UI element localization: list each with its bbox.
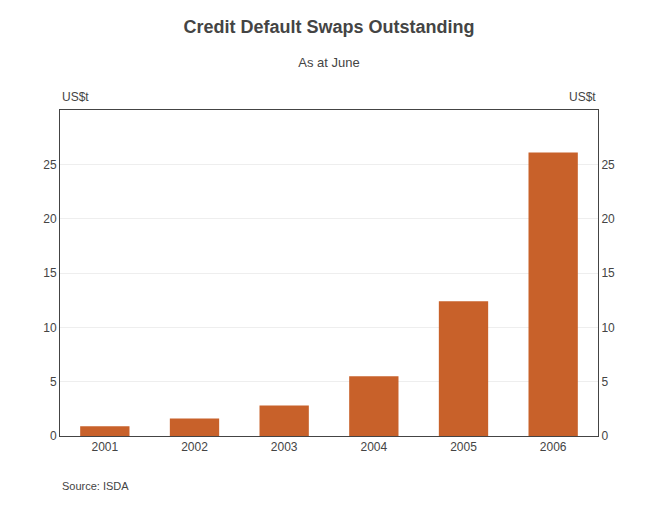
svg-text:Credit Default Swaps Outstandi: Credit Default Swaps Outstanding: [183, 17, 474, 37]
svg-text:0: 0: [601, 429, 608, 443]
svg-text:15: 15: [601, 266, 615, 280]
svg-text:10: 10: [43, 321, 57, 335]
svg-text:Source: ISDA: Source: ISDA: [62, 480, 129, 492]
svg-text:5: 5: [50, 375, 57, 389]
svg-text:US$t: US$t: [62, 90, 89, 104]
svg-text:25: 25: [601, 158, 615, 172]
svg-text:15: 15: [43, 266, 57, 280]
svg-text:2006: 2006: [540, 440, 567, 454]
svg-text:2004: 2004: [360, 440, 387, 454]
svg-text:10: 10: [601, 321, 615, 335]
svg-text:5: 5: [601, 375, 608, 389]
svg-text:25: 25: [43, 158, 57, 172]
svg-text:2002: 2002: [181, 440, 208, 454]
svg-text:As at June: As at June: [298, 55, 359, 70]
svg-text:0: 0: [50, 429, 57, 443]
svg-text:20: 20: [43, 212, 57, 226]
svg-text:2003: 2003: [271, 440, 298, 454]
svg-text:2005: 2005: [450, 440, 477, 454]
svg-text:20: 20: [601, 212, 615, 226]
svg-text:2001: 2001: [91, 440, 118, 454]
svg-text:US$t: US$t: [569, 90, 596, 104]
